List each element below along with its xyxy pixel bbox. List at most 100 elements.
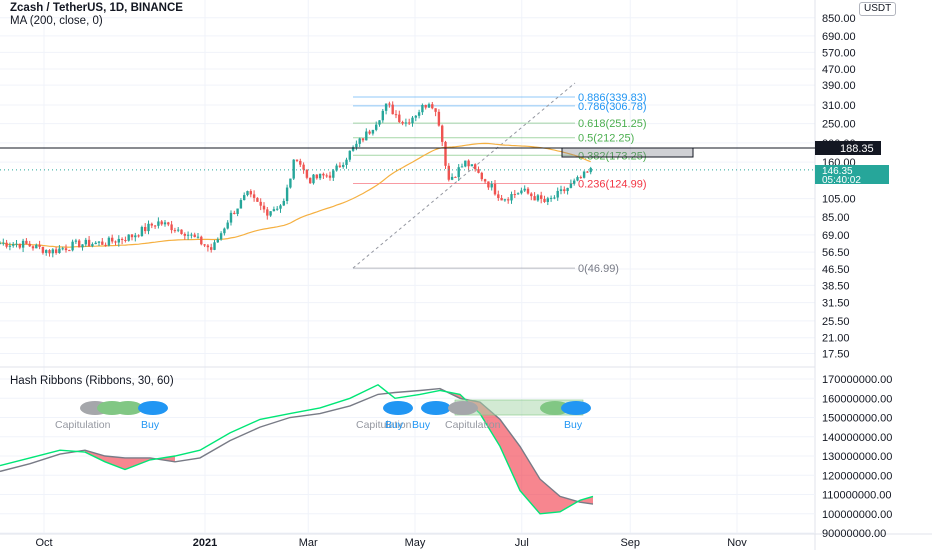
time-axis[interactable]: Oct 2021 Mar May Jul Sep Nov <box>35 537 747 549</box>
candle-body <box>464 160 467 167</box>
candle-body <box>526 188 530 194</box>
candle-body <box>243 195 246 201</box>
price-axis[interactable]: 850.00 690.00 570.00 470.00 390.00 310.00 250.… <box>822 13 856 361</box>
candle-body <box>269 211 272 216</box>
candle-body <box>233 212 236 214</box>
candle-body <box>68 250 71 252</box>
candle-body <box>408 122 411 124</box>
signal-dot <box>383 401 413 415</box>
indicator-axis[interactable]: 170000000.00 160000000.00 150000000.00 1400… <box>822 374 892 540</box>
candle-body <box>81 244 84 248</box>
candle-body <box>78 240 81 248</box>
candle-body <box>460 166 464 168</box>
candle-body <box>236 208 239 214</box>
indicator-title[interactable]: Hash Ribbons (Ribbons, 30, 60) <box>10 375 174 387</box>
candle-body <box>289 178 292 188</box>
candle-body <box>246 191 249 196</box>
candle-body <box>259 201 262 206</box>
time-tick-label: Jul <box>515 537 529 549</box>
candle-body <box>497 194 500 198</box>
candle-body <box>282 201 285 206</box>
buy-label-4: Buy <box>564 419 583 431</box>
price-tick-label: 38.50 <box>822 280 850 292</box>
candle-body <box>516 193 520 195</box>
candle-body <box>318 173 322 179</box>
candle-body <box>411 117 414 124</box>
candle-body <box>431 104 434 109</box>
candle-body <box>371 129 375 134</box>
candle-body <box>351 147 355 151</box>
candle-body <box>417 112 421 116</box>
candle-body <box>137 235 140 237</box>
candle-body <box>404 122 408 124</box>
candle-body <box>569 183 573 188</box>
price-tick-label: 470.00 <box>822 64 856 76</box>
candle-body <box>130 234 134 238</box>
candle-body <box>556 190 559 198</box>
candle-body <box>582 171 586 178</box>
candle-body <box>249 191 252 195</box>
candle-body <box>332 170 335 178</box>
candle-body <box>54 249 58 253</box>
candle-body <box>15 243 18 245</box>
time-tick-label: Oct <box>35 537 52 549</box>
fib-level-label: 0.786(306.78) <box>578 101 647 113</box>
price-tick-label: 85.00 <box>822 212 850 224</box>
candle-body <box>315 174 318 179</box>
fib-level-label: 0.382(173.25) <box>578 150 647 162</box>
candle-body <box>147 223 150 232</box>
candle-body <box>424 104 427 108</box>
candle-body <box>210 247 213 250</box>
candle-body <box>355 143 358 148</box>
rectangle-drawing[interactable] <box>561 147 694 158</box>
candle-body <box>256 197 259 202</box>
candle-body <box>262 205 266 210</box>
candle-body <box>160 221 163 225</box>
symbol-title[interactable]: Zcash / TetherUS, 1D, BINANCE <box>10 2 183 14</box>
ind-tick-label: 90000000.00 <box>822 528 886 540</box>
ma-200-line <box>0 142 591 248</box>
candle-body <box>58 248 61 253</box>
candle-body <box>223 228 226 234</box>
candle-body <box>381 110 384 121</box>
candle-body <box>302 164 305 170</box>
candle-body <box>427 104 431 108</box>
candle-body <box>586 171 589 173</box>
candle-body <box>450 176 454 180</box>
ma-title[interactable]: MA (200, close, 0) <box>10 15 103 27</box>
candle-body <box>0 243 2 245</box>
ind-tick-label: 140000000.00 <box>822 432 892 444</box>
candle-body <box>322 173 325 176</box>
currency-badge[interactable]: USDT <box>859 2 897 16</box>
candle-body <box>365 131 368 141</box>
candle-body <box>394 114 398 116</box>
candle-body <box>150 223 153 226</box>
candle-body <box>421 104 424 113</box>
candle-body <box>51 249 54 254</box>
candle-body <box>566 187 569 192</box>
candle-body <box>213 242 216 250</box>
fibonacci-retracement[interactable]: 0.886(339.83)0.786(306.78) 0.618(251.25) 0… <box>352 82 647 275</box>
candle-body <box>312 174 315 184</box>
horizontal-grid <box>0 17 815 354</box>
candle-body <box>272 209 276 212</box>
candle-body <box>200 236 203 245</box>
fib-level-label: 0.886(339.83) <box>578 92 647 104</box>
candle-body <box>35 244 38 249</box>
candle-body <box>196 236 200 238</box>
candle-body <box>579 177 582 179</box>
candle-body <box>206 245 210 248</box>
candle-body <box>8 245 12 247</box>
candle-body <box>338 165 342 167</box>
candle-body <box>540 195 543 199</box>
capitulation-label-2: Capitulation <box>356 419 412 431</box>
candle-body <box>173 230 177 232</box>
candle-body <box>190 234 193 236</box>
candle-body <box>513 194 516 196</box>
price-tick-label: 46.50 <box>822 264 850 276</box>
candle-body <box>388 103 391 105</box>
candle-body <box>104 244 107 246</box>
price-tick-label: 56.50 <box>822 247 850 259</box>
price-tick-label: 310.00 <box>822 100 856 112</box>
